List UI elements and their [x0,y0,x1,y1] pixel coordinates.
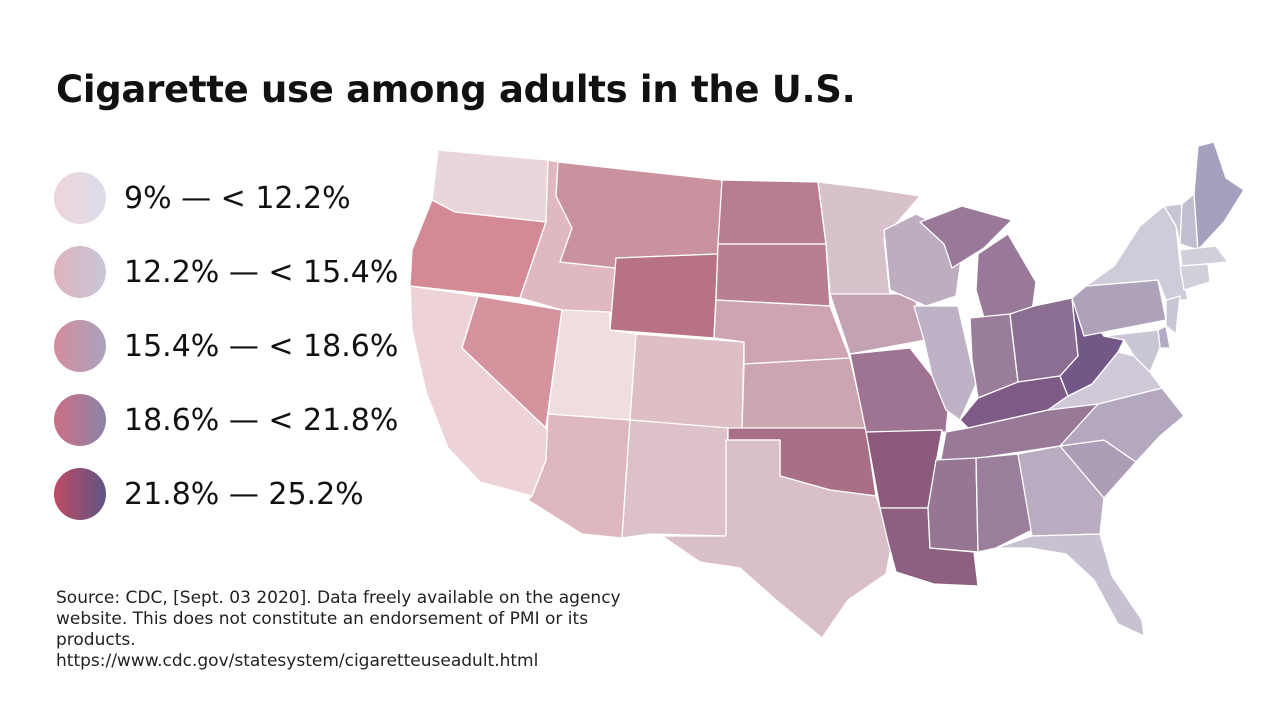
state-maryland [1103,329,1161,373]
state-florida [995,533,1145,637]
legend-item-5: 21.8% — 25.2% [54,468,364,520]
legend-swatch-1 [54,172,106,224]
state-wyoming [609,253,719,339]
state-texas [661,439,893,639]
legend-swatch-2 [54,246,106,298]
legend-label-1: 9% — < 12.2% [124,180,351,216]
legend-label-5: 21.8% — 25.2% [124,476,364,512]
state-new-jersey [1165,295,1181,335]
legend-swatch-3 [54,320,106,372]
legend-item-4: 18.6% — < 21.8% [54,394,398,446]
legend-label-2: 12.2% — < 15.4% [124,254,399,290]
legend-item-2: 12.2% — < 15.4% [54,246,398,298]
state-georgia [1017,445,1105,537]
state-new-york [1085,205,1189,301]
state-maine [1193,141,1245,251]
state-mississippi [927,457,979,553]
legend-item-1: 9% — < 12.2% [54,172,351,224]
legend-item-3: 15.4% — < 18.6% [54,320,398,372]
state-colorado [629,333,745,431]
state-connecticut [1179,263,1211,291]
legend-label-4: 18.6% — < 21.8% [124,402,399,438]
state-montana [555,161,723,269]
state-pennsylvania [1071,279,1167,337]
source-line-1: Source: CDC, [Sept. 03 2020]. Data freel… [56,588,621,608]
state-kansas [741,357,867,431]
state-minnesota [817,181,921,297]
map-title: Cigarette use among adults in the U.S. [56,68,856,111]
state-new-mexico [621,419,729,539]
legend-swatch-4 [54,394,106,446]
source-note: Source: CDC, [Sept. 03 2020]. Data freel… [56,588,656,672]
source-line-3: products. [56,630,136,650]
state-alabama [975,453,1033,553]
legend-swatch-5 [54,468,106,520]
source-url: https://www.cdc.gov/statesystem/cigarett… [56,651,539,671]
legend-label-3: 15.4% — < 18.6% [124,328,399,364]
state-illinois [913,305,977,421]
source-line-2: website. This does not constitute an end… [56,609,589,629]
state-north-dakota [717,179,827,245]
state-massachusetts [1179,245,1229,267]
state-south-dakota [715,243,831,307]
